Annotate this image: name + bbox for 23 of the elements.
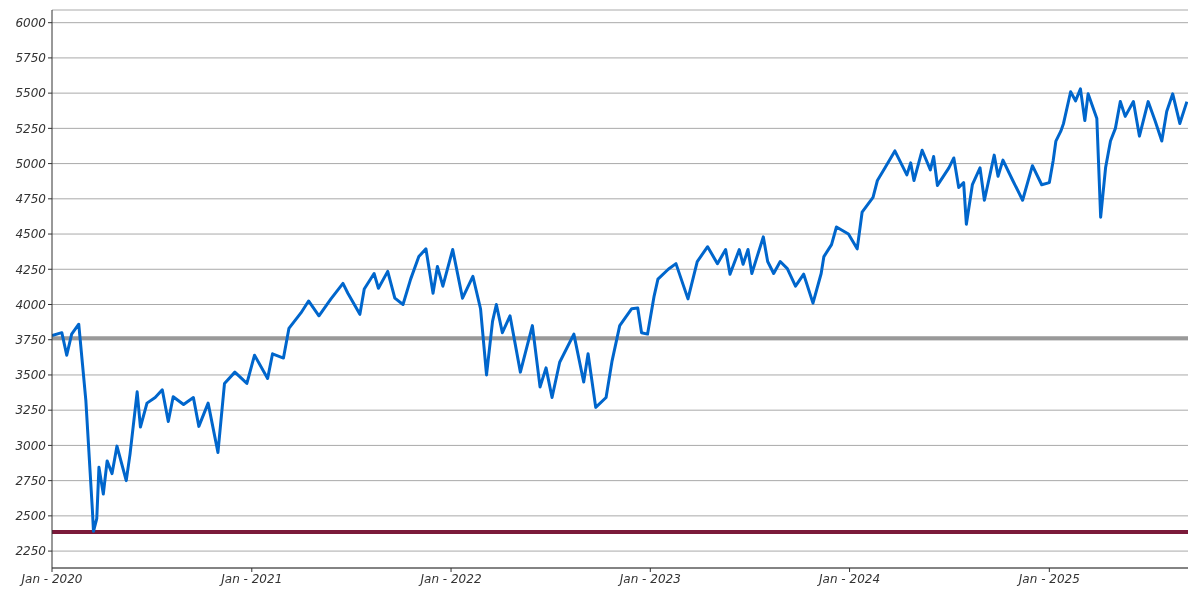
x-tick-label: Jan - 2021 — [219, 571, 283, 586]
line-series — [52, 87, 1188, 533]
y-tick-label: 4750 — [15, 192, 47, 207]
y-tick-label: 2750 — [15, 473, 47, 488]
x-tick-label: Jan - 2022 — [418, 571, 482, 586]
x-tick-label: Jan - 2024 — [817, 571, 881, 586]
y-tick-label: 2250 — [15, 544, 47, 559]
y-tick-label: 4500 — [15, 227, 47, 242]
y-tick-label: 2500 — [15, 509, 47, 524]
y-tick-label: 3750 — [15, 332, 47, 347]
y-tick-label: 3000 — [15, 438, 47, 453]
y-tick-label: 3500 — [15, 368, 47, 383]
y-tick-label: 5000 — [15, 156, 47, 171]
y-tick-label: 3250 — [15, 403, 47, 418]
y-tick-label: 5500 — [15, 86, 47, 101]
x-tick-label: Jan - 2025 — [1016, 571, 1080, 586]
y-tick-label: 4250 — [15, 262, 47, 277]
y-tick-label: 6000 — [15, 15, 47, 30]
y-tick-label: 5750 — [15, 51, 47, 66]
x-tick-label: Jan - 2023 — [617, 571, 681, 586]
x-tick-label: Jan - 2020 — [19, 571, 83, 586]
y-tick-label: 5250 — [15, 121, 47, 136]
y-tick-label: 4000 — [15, 297, 47, 312]
